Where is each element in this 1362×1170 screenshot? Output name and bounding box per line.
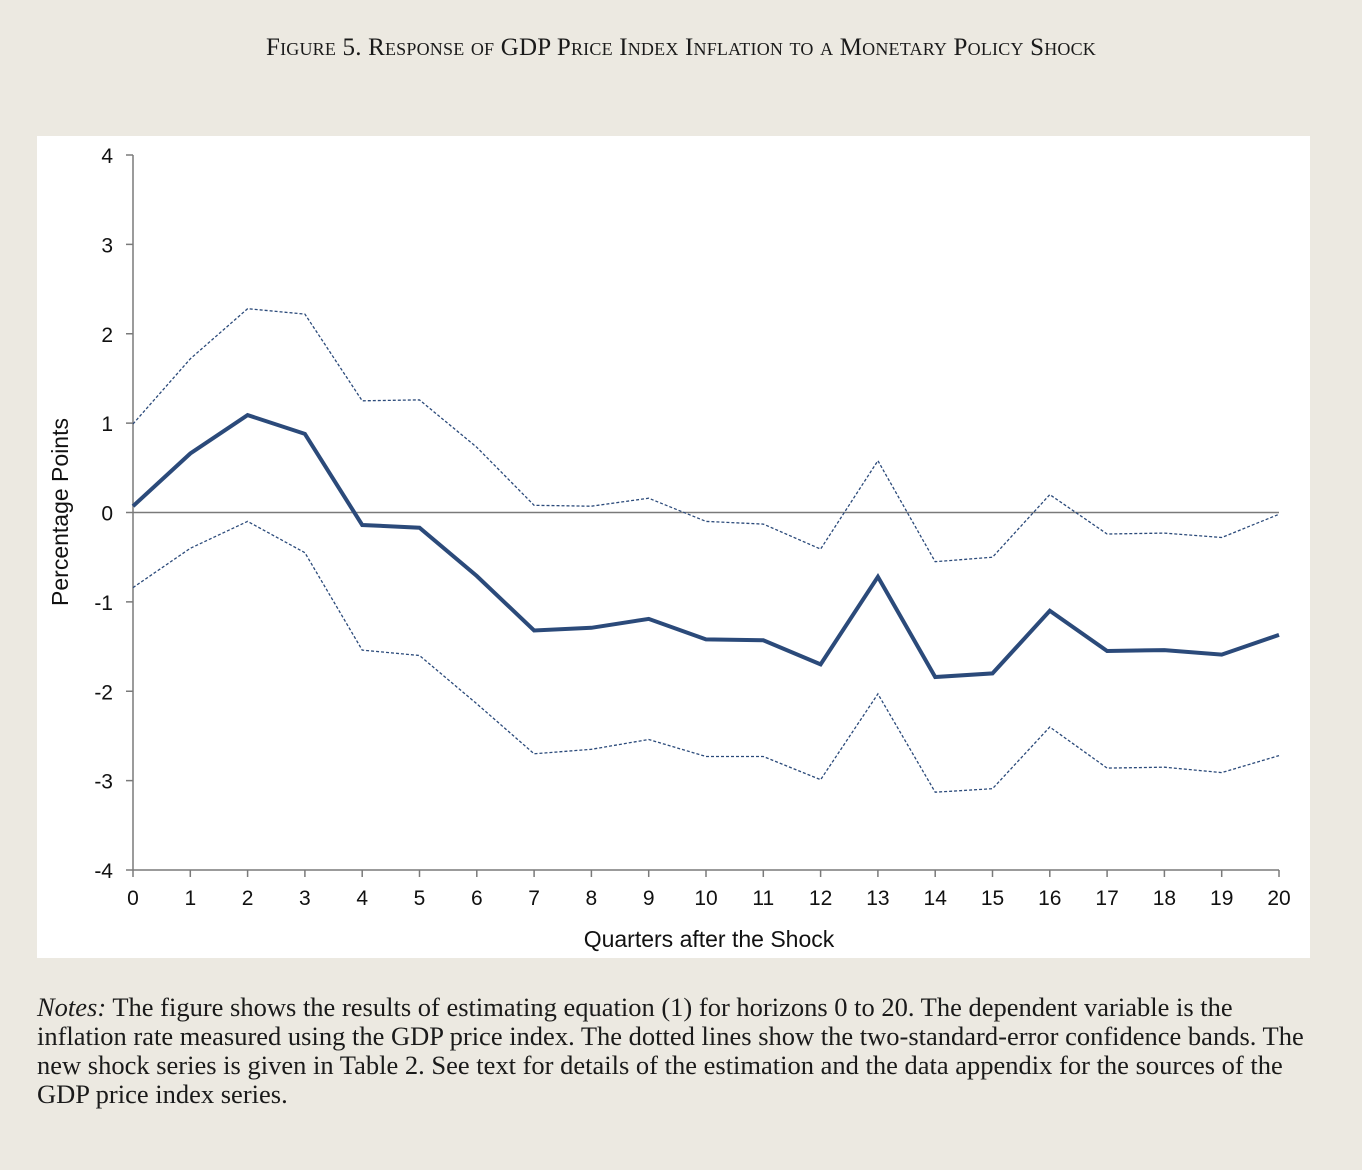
y-tick-label: -1 [94,592,113,615]
x-tick-label: 13 [866,887,889,910]
x-tick-label: 3 [299,887,311,910]
x-tick-label: 17 [1095,887,1118,910]
x-tick-label: 8 [586,887,598,910]
x-tick-label: 5 [414,887,426,910]
notes-text: The figure shows the results of estimati… [37,992,1304,1109]
y-tick-label: 2 [101,324,113,347]
x-tick-label: 9 [643,887,655,910]
x-tick-label: 2 [242,887,254,910]
chart-panel: -4 -3 -2 -1 0 1 2 3 4 0 1 2 3 4 5 6 7 8 9 10 11 12 13 14 15 16 17 1… [37,136,1310,958]
x-tick-label: 11 [752,887,774,910]
series-line-lower-band [132,520,1280,793]
y-tick-label: 1 [101,413,113,436]
figure-notes: Notes: The figure shows the results of e… [37,993,1317,1109]
series-line-upper-band [132,308,1280,563]
y-tick-label: -4 [94,860,113,883]
notes-label: Notes: [37,992,107,1022]
series-layer [131,308,1280,793]
x-tick-label: 19 [1210,887,1233,910]
x-tick-label: 15 [981,887,1004,910]
y-tick-label: -2 [94,681,113,704]
x-tick-label: 10 [694,887,717,910]
x-tick-label: 20 [1267,887,1290,910]
x-tick-label: 12 [809,887,832,910]
y-tick-label: 4 [101,145,113,168]
x-tick-label: 4 [356,887,368,910]
figure-title: Figure 5. Response of GDP Price Index In… [265,34,1097,61]
x-tick-label: 0 [127,887,139,910]
series-line-response [131,412,1280,680]
x-tick-label: 6 [471,887,483,910]
x-tick-label: 14 [924,887,948,910]
y-axis-label: Percentage Points [47,418,73,606]
x-axis-label: Quarters after the Shock [584,926,835,952]
y-tick-label: 3 [101,234,113,257]
y-tick-label: -3 [94,771,113,794]
x-tick-label: 16 [1038,887,1061,910]
y-tick-label: 0 [101,503,113,526]
x-tick-label: 7 [528,887,540,910]
x-tick-label: 1 [184,887,196,910]
x-tick-label: 18 [1153,887,1176,910]
